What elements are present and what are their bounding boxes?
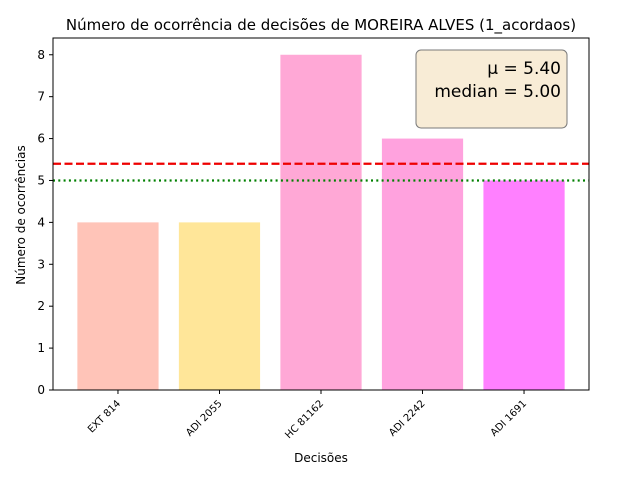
bar-adi-1691 — [483, 180, 565, 390]
bar-ext-814 — [77, 222, 159, 390]
y-tick-label: 0 — [37, 383, 45, 397]
y-tick-label: 2 — [37, 299, 45, 313]
y-tick-label: 8 — [37, 48, 45, 62]
y-tick-label: 3 — [37, 257, 45, 271]
stats-median-text: median = 5.00 — [434, 82, 561, 102]
x-tick-label: EXT 814 — [86, 398, 123, 435]
y-axis-ticks: 0 1 2 3 4 5 6 7 8 — [37, 48, 53, 397]
y-tick-label: 1 — [37, 341, 45, 355]
bar-adi-2055 — [178, 222, 261, 390]
y-tick-label: 7 — [37, 90, 45, 104]
plot-area: 0 1 2 3 4 5 6 7 8 EXT 814 ADI 2055 HC 81162 ADI 224… — [37, 37, 590, 441]
x-tick-label: HC 81162 — [283, 398, 326, 441]
y-axis-label: Número de ocorrências — [14, 145, 28, 285]
chart-title: Número de ocorrência de decisões de MORE… — [66, 16, 576, 35]
bar-adi-2242 — [381, 138, 464, 390]
stats-box-background — [415, 49, 568, 129]
y-tick-label: 5 — [37, 173, 45, 187]
stats-box: μ = 5.40 median = 5.00 — [415, 49, 568, 129]
bar-hc-81162 — [280, 54, 362, 391]
reference-lines-group — [53, 162, 589, 182]
y-tick-label: 4 — [37, 215, 45, 229]
bars-group — [77, 54, 565, 391]
stats-mean-text: μ = 5.40 — [487, 59, 561, 79]
y-tick-label: 6 — [37, 132, 45, 146]
x-tick-label: ADI 2055 — [184, 398, 224, 438]
x-axis-ticks: EXT 814 ADI 2055 HC 81162 ADI 2242 ADI 1691 — [86, 390, 529, 441]
x-tick-label: ADI 2242 — [387, 398, 427, 438]
x-axis-label: Decisões — [294, 451, 348, 465]
x-tick-label: ADI 1691 — [489, 398, 529, 438]
